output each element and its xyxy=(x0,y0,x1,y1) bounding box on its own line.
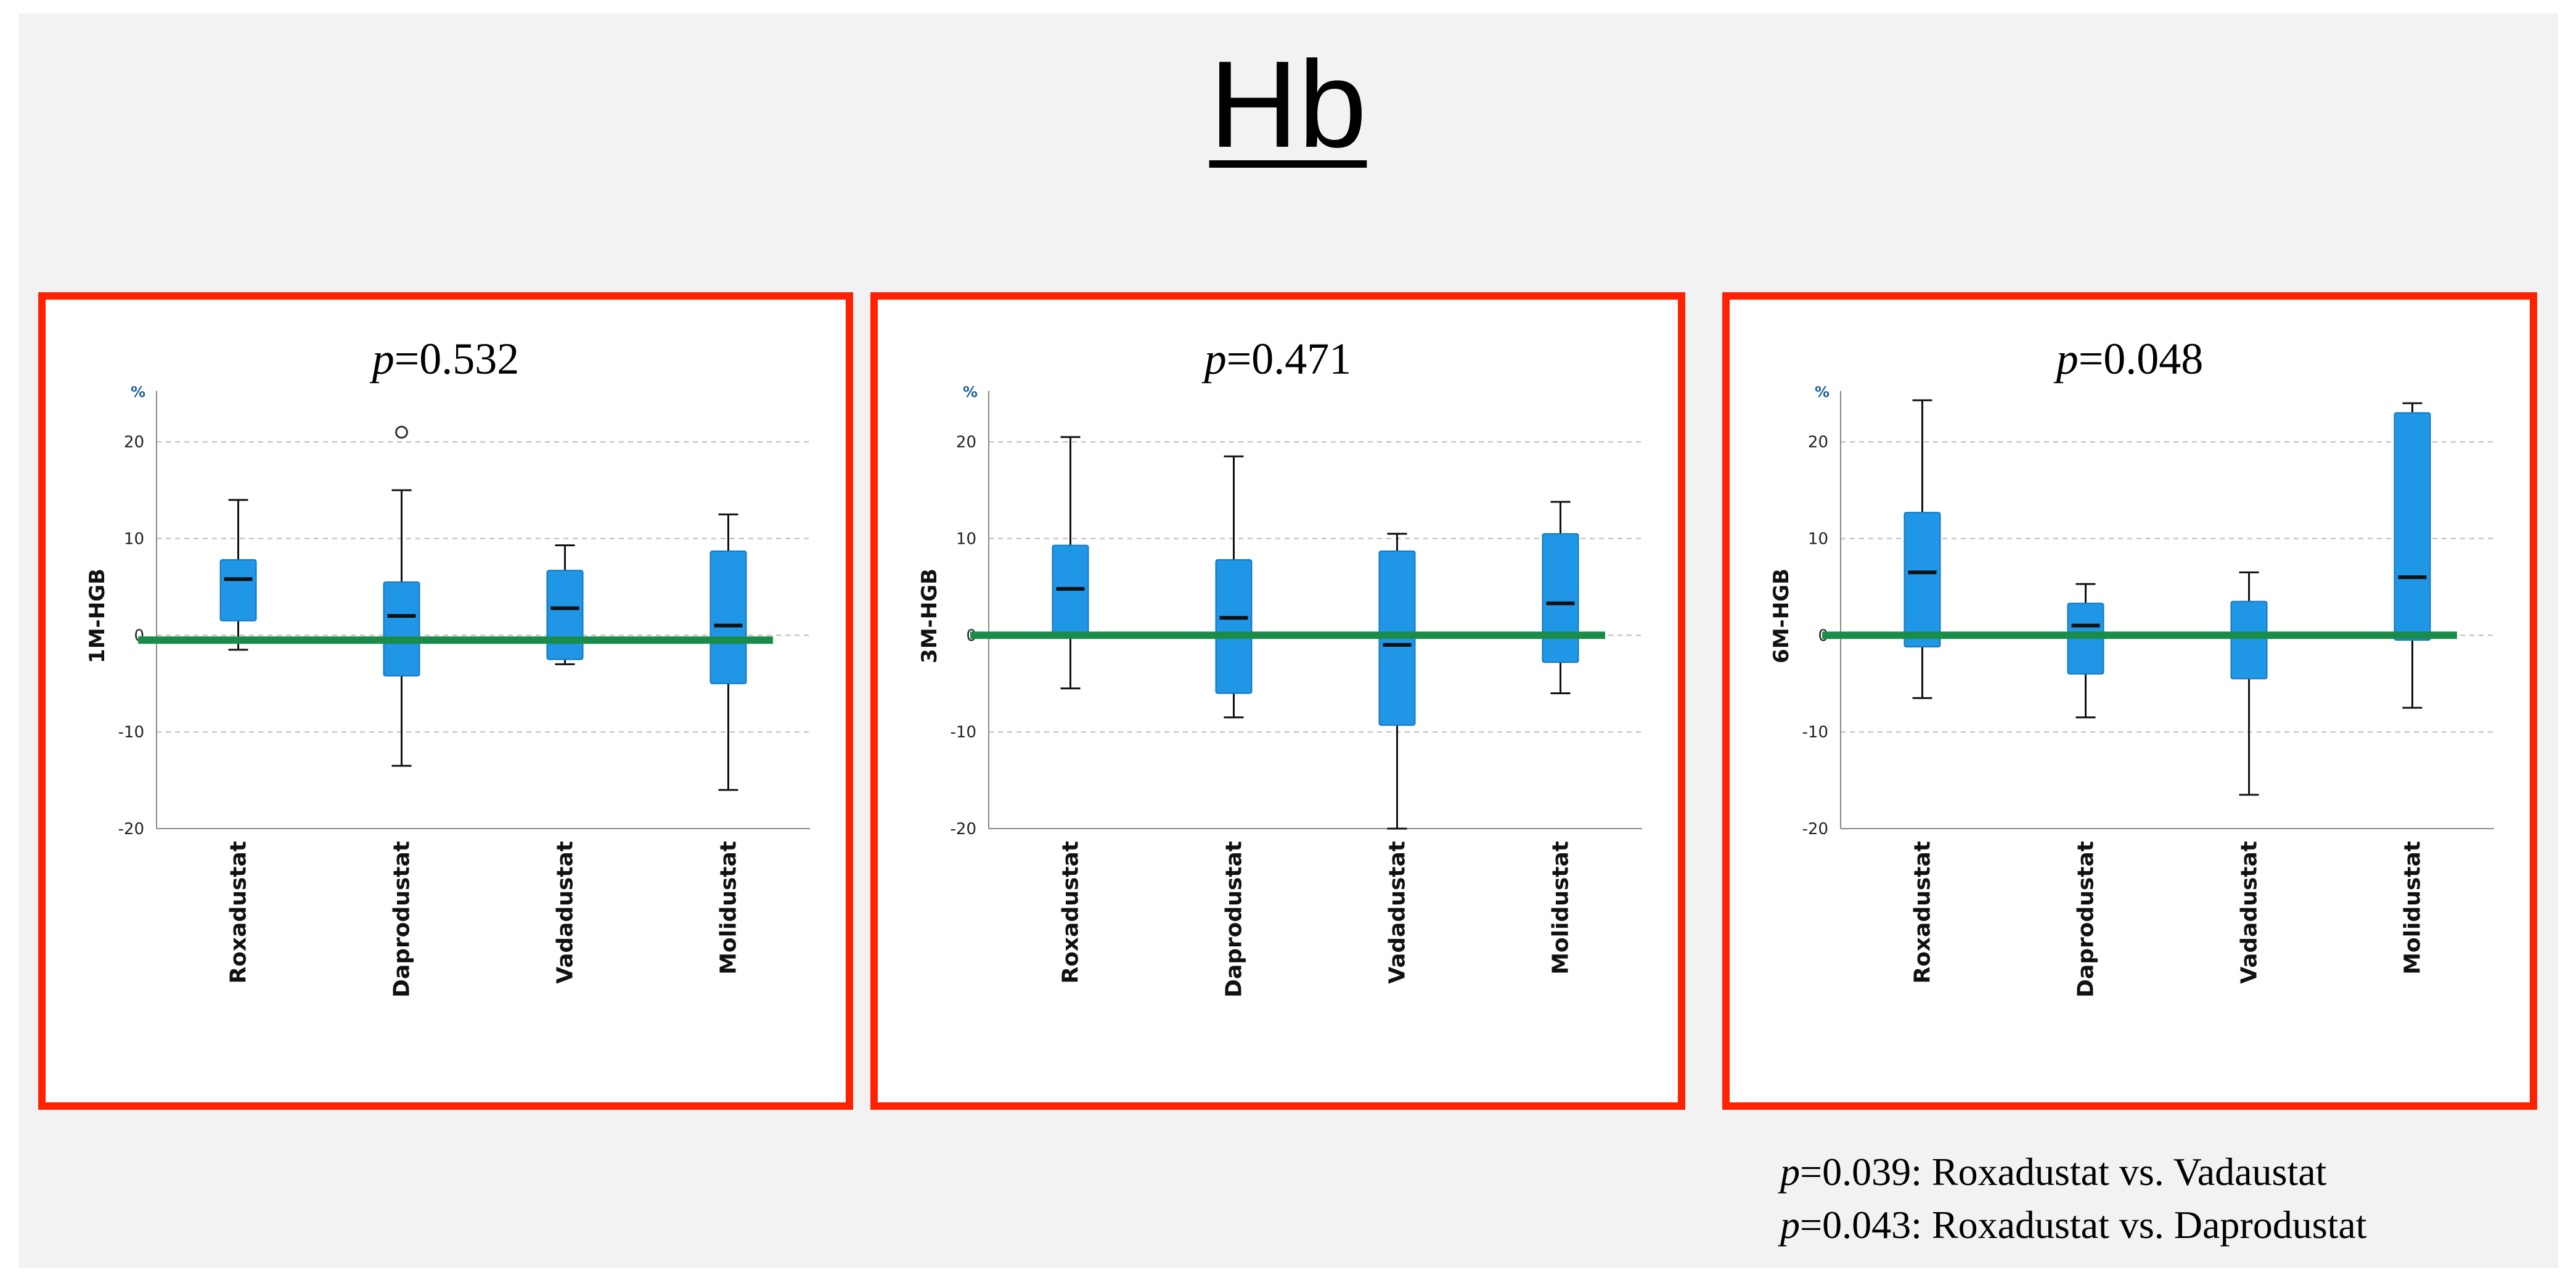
box-molidustat xyxy=(1542,533,1579,663)
box-molidustat xyxy=(709,550,747,684)
p-value-number: =0.532 xyxy=(395,334,520,383)
y-tick-label--10: -10 xyxy=(951,723,976,742)
y-tick-label-20: 20 xyxy=(956,433,976,452)
box-vadadustat xyxy=(546,570,584,660)
y-tick-label--20: -20 xyxy=(951,820,976,838)
y-unit-label: % xyxy=(131,383,145,401)
chart-panel-1m: p=0.532% -20 -10 0 10 20 1M-HGB Roxadustat Dapro… xyxy=(38,292,853,1110)
x-category-label-vadadustat: Vadadustat xyxy=(553,841,578,984)
x-category-label-molidustat: Molidustat xyxy=(1548,841,1574,975)
box-roxadustat xyxy=(219,559,257,621)
box-daprodustat xyxy=(383,581,420,677)
x-category-label-daprodustat: Daprodustat xyxy=(2074,841,2099,998)
pairwise-comparison-notes: p=0.039: Roxadustat vs. Vadaustat p=0.04… xyxy=(1780,1146,2367,1252)
note-1-p-label: p xyxy=(1780,1150,1800,1194)
note-line-1: p=0.039: Roxadustat vs. Vadaustat xyxy=(1780,1146,2367,1199)
y-axis-title: 1M-HGB xyxy=(85,568,110,663)
y-tick-label-20: 20 xyxy=(124,433,144,452)
outlier-daprodustat-0 xyxy=(395,425,408,439)
note-2-text: =0.043: Roxadustat vs. Daprodustat xyxy=(1800,1203,2367,1247)
x-category-label-daprodustat: Daprodustat xyxy=(1222,841,1247,998)
x-category-label-roxadustat: Roxadustat xyxy=(1058,841,1084,984)
box-roxadustat xyxy=(1903,512,1941,648)
p-value-number: =0.048 xyxy=(2079,334,2204,383)
y-tick-label-10: 10 xyxy=(124,530,144,549)
y-unit-label: % xyxy=(1815,383,1830,401)
y-axis-title: 6M-HGB xyxy=(1769,568,1794,663)
p-value-label: p xyxy=(2053,334,2079,383)
p-value-title: p=0.471 xyxy=(1201,334,1352,383)
p-value-label: p xyxy=(1201,334,1227,383)
y-tick-label--20: -20 xyxy=(1802,820,1828,838)
box-plot-3m: p=0.471%-20-10010203M-HGBRoxadustatDapro… xyxy=(917,334,1642,998)
y-tick-label-10: 10 xyxy=(1808,530,1828,549)
y-tick-label--10: -10 xyxy=(1802,723,1828,742)
x-category-label-vadadustat: Vadadustat xyxy=(1385,841,1410,984)
x-category-label-vadadustat: Vadadustat xyxy=(2237,841,2262,984)
x-category-label-roxadustat: Roxadustat xyxy=(226,841,251,984)
box-vadadustat xyxy=(2230,601,2268,679)
y-unit-label: % xyxy=(963,383,978,401)
box-daprodustat xyxy=(1215,559,1253,694)
chart-panel-6m: p=0.048%-20-10010206M-HGBRoxadustatDapro… xyxy=(1722,292,2537,1110)
p-value-title: p=0.532 xyxy=(369,334,520,383)
p-value-title: p=0.048 xyxy=(2053,334,2204,383)
page-title: Hb xyxy=(1209,36,1367,173)
y-tick-label--10: -10 xyxy=(118,723,144,742)
x-category-label-daprodustat: Daprodustat xyxy=(390,841,415,998)
x-category-label-roxadustat: Roxadustat xyxy=(1910,841,1936,984)
note-2-p-label: p xyxy=(1780,1203,1800,1247)
note-1-text: =0.039: Roxadustat vs. Vadaustat xyxy=(1800,1150,2327,1194)
box-molidustat xyxy=(2394,412,2431,641)
note-line-2: p=0.043: Roxadustat vs. Daprodustat xyxy=(1780,1199,2367,1252)
p-value-number: =0.471 xyxy=(1227,334,1352,383)
p-value-label: p xyxy=(369,334,395,383)
x-category-label-molidustat: Molidustat xyxy=(2400,841,2426,975)
y-axis-title: 3M-HGB xyxy=(917,568,942,663)
y-tick-label-20: 20 xyxy=(1808,433,1828,452)
box-plot-6m: p=0.048%-20-10010206M-HGBRoxadustatDapro… xyxy=(1769,334,2494,998)
y-tick-label--20: -20 xyxy=(118,820,144,838)
y-tick-label-10: 10 xyxy=(956,530,976,549)
x-category-label-molidustat: Molidustat xyxy=(716,841,742,975)
chart-panel-3m: p=0.471%-20-10010203M-HGBRoxadustatDapro… xyxy=(870,292,1685,1110)
